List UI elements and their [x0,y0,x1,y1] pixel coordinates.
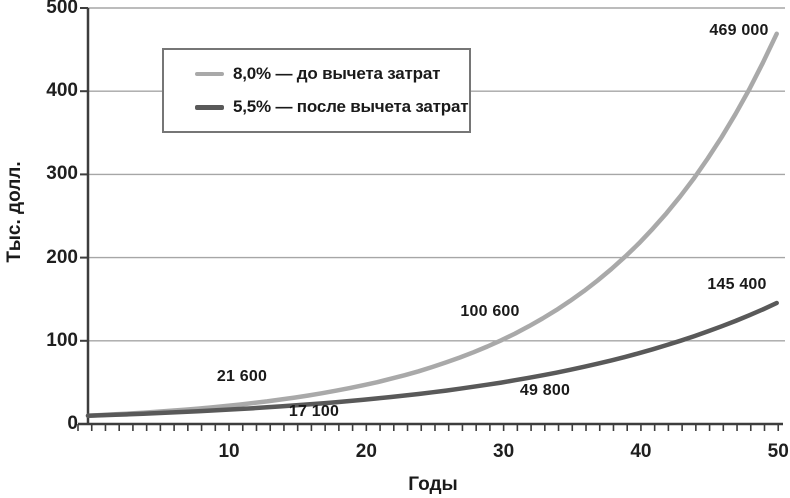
legend: 8,0% — до вычета затрат 5,5% — после выч… [162,48,471,133]
data-label-21-600: 21 600 [216,368,268,385]
legend-label-before-costs: 8,0% — до вычета затрат [233,64,441,83]
y-tick-label-400: 400 [46,80,78,102]
series-line-after-costs [85,300,779,418]
y-axis-title: Тыс. долл. [4,161,25,263]
y-tick-label-500: 500 [46,0,78,18]
x-axis-title: Годы [408,474,458,495]
x-tick-label-50: 50 [767,441,789,462]
x-tick-label-30: 30 [493,441,515,462]
data-label-145-400: 145 400 [707,276,767,293]
legend-label-after-costs: 5,5% — после вычета затрат [233,97,469,116]
data-label-49-800: 49 800 [519,382,571,399]
y-tick-label-300: 300 [46,163,78,185]
x-tick-label-20: 20 [355,441,377,462]
data-label-469-000: 469 000 [709,22,769,39]
legend-swatch-light-line-icon [195,72,224,76]
legend-item-before-costs: 8,0% — до вычета затрат [195,64,469,84]
legend-swatch-dark-line-icon [195,104,224,110]
x-tick-label-40: 40 [630,441,652,462]
y-tick-label-0: 0 [67,413,78,434]
data-label-100-600: 100 600 [460,303,520,320]
legend-item-after-costs: 5,5% — после вычета затрат [195,97,469,117]
y-tick-label-100: 100 [46,329,78,351]
data-label-17-100: 17 100 [288,403,340,420]
series-line-before-costs [85,31,779,418]
x-tick-label-10: 10 [218,441,240,462]
y-tick-label-200: 200 [46,246,78,268]
